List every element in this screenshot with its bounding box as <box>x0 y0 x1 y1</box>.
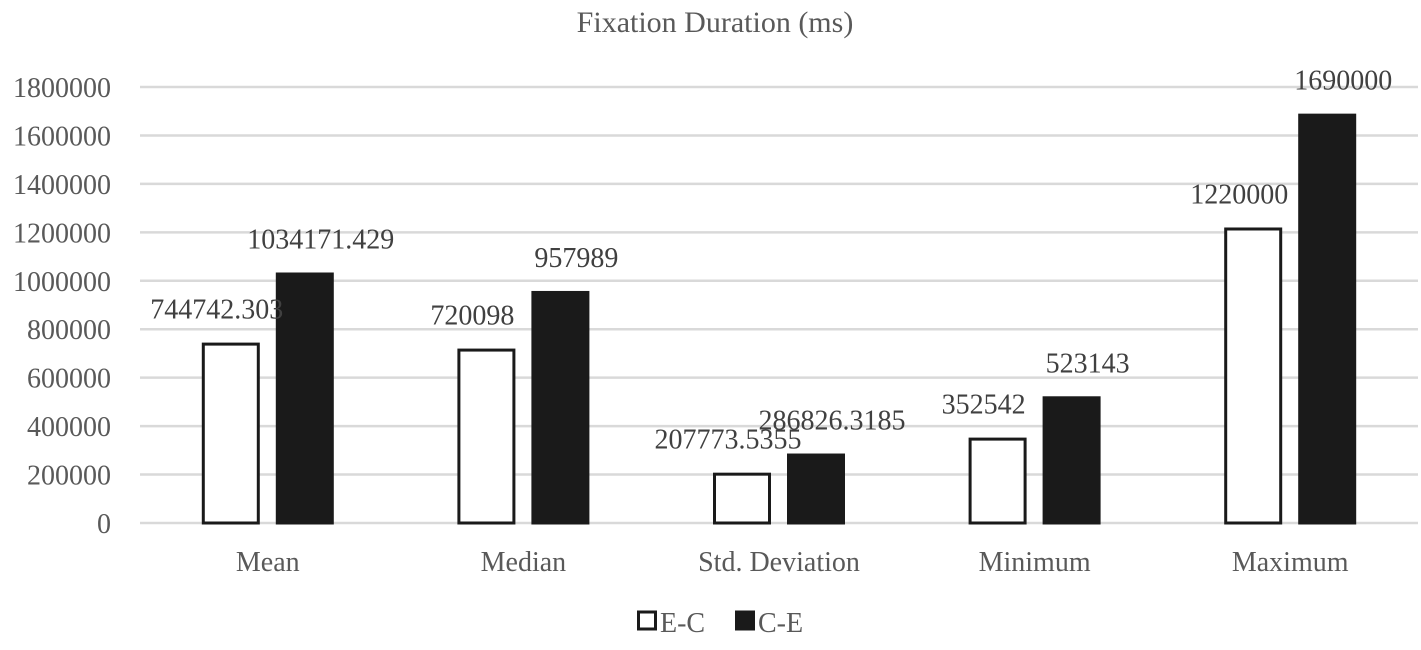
legend-label-e-c: E-C <box>660 608 705 639</box>
legend-swatch-e-c <box>637 610 657 631</box>
bar-c-e-mean <box>275 272 334 525</box>
bars <box>201 113 1357 525</box>
bar-c-e-std-deviation <box>787 453 845 525</box>
y-tick-label: 1800000 <box>13 73 111 104</box>
bar-e-c-minimum <box>968 437 1027 525</box>
legend: E-C C-E <box>637 608 803 639</box>
y-tick-label: 400000 <box>27 412 111 443</box>
bar-c-e-median <box>531 290 590 525</box>
data-label: 744742.303 <box>150 295 283 326</box>
data-label: 207773.5355 <box>655 425 802 456</box>
y-tick-label: 1000000 <box>13 267 111 298</box>
data-label: 523143 <box>1046 348 1130 379</box>
y-tick-label: 200000 <box>27 461 111 492</box>
legend-label-c-e: C-E <box>758 608 803 639</box>
x-tick-label: Maximum <box>1232 547 1349 578</box>
data-label: 286826.3185 <box>759 406 906 437</box>
data-label: 957989 <box>534 243 618 274</box>
chart-title: Fixation Duration (ms) <box>577 6 854 39</box>
legend-swatch-c-e <box>735 610 755 631</box>
x-axis-tick-labels: Mean Median Std. Deviation Minimum Maximum <box>236 547 1349 578</box>
y-tick-label: 1200000 <box>13 218 111 249</box>
gridlines <box>140 85 1418 525</box>
y-tick-label: 800000 <box>27 315 111 346</box>
data-label: 1034171.429 <box>247 225 394 256</box>
data-label: 1690000 <box>1294 66 1392 97</box>
y-tick-label: 600000 <box>27 364 111 395</box>
x-tick-label: Std. Deviation <box>698 547 860 578</box>
data-labels: 744742.303 1034171.429 720098 957989 207773.… <box>150 66 1392 456</box>
bar-e-c-median <box>457 348 516 525</box>
data-label: 720098 <box>430 301 514 332</box>
y-tick-label: 0 <box>97 509 111 540</box>
bar-c-e-minimum <box>1042 396 1101 525</box>
bar-e-c-maximum <box>1224 227 1283 525</box>
bar-e-c-std-deviation <box>713 472 771 525</box>
y-tick-label: 1600000 <box>13 121 111 152</box>
x-tick-label: Median <box>481 547 567 578</box>
data-label: 352542 <box>942 390 1026 421</box>
bar-c-e-maximum <box>1298 113 1357 525</box>
x-tick-label: Minimum <box>979 547 1091 578</box>
x-tick-label: Mean <box>236 547 300 578</box>
bar-e-c-mean <box>201 342 260 525</box>
y-tick-label: 1400000 <box>13 170 111 201</box>
y-axis-tick-labels: 0 200000 400000 600000 800000 1000000 1200000 1… <box>13 73 111 540</box>
data-label: 1220000 <box>1190 179 1288 210</box>
